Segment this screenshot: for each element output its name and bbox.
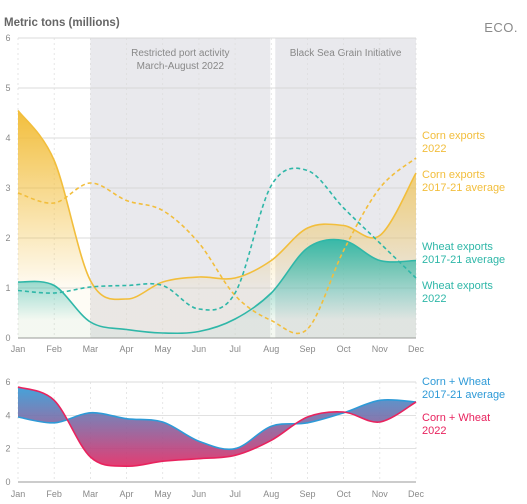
main-lines	[17, 110, 417, 335]
sub-x-tick-jan: Jan	[11, 489, 26, 499]
main-x-tick-aug: Aug	[263, 344, 279, 354]
sub-x-tick-jun: Jun	[192, 489, 207, 499]
sub-x-tick-nov: Nov	[372, 489, 389, 499]
sub-x-tick-apr: Apr	[120, 489, 134, 499]
sub-x-tick-mar: Mar	[83, 489, 99, 499]
main-y-tick-3: 3	[5, 183, 10, 193]
shaded-period-label-black-sea-grain-initiative: Black Sea Grain Initiative	[290, 48, 402, 59]
sub-lines	[17, 386, 417, 468]
sub-y-tick-4: 4	[5, 410, 10, 420]
main-x-axis: Jan Feb Mar Apr May Jun Jul Aug Sep Oct Nov Dec	[11, 344, 425, 354]
legend-corn-exports-2022-line-1: 2022	[422, 143, 446, 155]
main-x-tick-apr: Apr	[120, 344, 134, 354]
main-y-tick-2: 2	[5, 233, 10, 243]
sub-x-axis: Jan Feb Mar Apr May Jun Jul Aug Sep Oct Nov Dec	[11, 489, 425, 499]
line-wheat-exports-2022	[17, 238, 417, 335]
sub-y-tick-6: 6	[5, 377, 10, 387]
line-corn-exports-2017-21-average	[17, 157, 417, 335]
sub-y-tick-0: 0	[5, 477, 10, 487]
main-x-tick-oct: Oct	[337, 344, 352, 354]
sub-x-tick-sep: Sep	[299, 489, 315, 499]
line-wheat-exports-2017-21-average	[17, 167, 417, 311]
main-y-axis: 0 1 2 3 4 5 6	[5, 33, 10, 343]
legend-corn-exports-2022-line-0: Corn exports	[422, 130, 485, 142]
sub-x-tick-aug: Aug	[263, 489, 279, 499]
sub-areas	[18, 387, 416, 467]
line-corn-exports-2022	[17, 110, 417, 301]
legend-corn-wheat-2017-21-average-line-1: 2017-21 average	[422, 389, 505, 401]
shaded-period-sublabel-restricted-port-activity: March-August 2022	[137, 61, 225, 72]
main-x-tick-may: May	[154, 344, 172, 354]
main-y-tick-6: 6	[5, 33, 10, 43]
legend-wheat-exports-2017-21-average-line-1: 2017-21 average	[422, 254, 505, 266]
main-x-tick-mar: Mar	[83, 344, 99, 354]
main-y-tick-4: 4	[5, 133, 10, 143]
sub-x-tick-jul: Jul	[229, 489, 241, 499]
sub-x-tick-may: May	[154, 489, 172, 499]
chart-title: Metric tons (millions)	[4, 17, 120, 29]
area-between-corn-wheat	[18, 387, 416, 467]
main-x-tick-nov: Nov	[372, 344, 389, 354]
sub-x-tick-feb: Feb	[46, 489, 62, 499]
shaded-period-label-restricted-port-activity: Restricted port activity	[131, 48, 229, 59]
legend-corn-exports-2017-21-average-line-1: 2017-21 average	[422, 182, 505, 194]
main-y-tick-1: 1	[5, 283, 10, 293]
legend-wheat-exports-2022-line-1: 2022	[422, 293, 446, 305]
sub-y-tick-2: 2	[5, 444, 10, 454]
legend-corn-wheat-2017-21-average-line-0: Corn + Wheat	[422, 376, 490, 388]
main-y-tick-0: 0	[5, 333, 10, 343]
main-x-tick-dec: Dec	[408, 344, 425, 354]
main-x-tick-jun: Jun	[192, 344, 207, 354]
main-x-tick-sep: Sep	[299, 344, 315, 354]
sub-x-tick-dec: Dec	[408, 489, 425, 499]
sub-y-axis: 0 2 4 6	[5, 377, 10, 487]
line-corn-wheat-2022	[17, 386, 417, 468]
main-x-tick-jul: Jul	[229, 344, 241, 354]
main-y-tick-5: 5	[5, 83, 10, 93]
main-x-tick-feb: Feb	[46, 344, 62, 354]
legend-corn-wheat-2022-line-0: Corn + Wheat	[422, 412, 490, 424]
legend-wheat-exports-2017-21-average-line-0: Wheat exports	[422, 241, 493, 253]
brand-logo: ECO.	[484, 20, 518, 35]
sub-x-tick-oct: Oct	[337, 489, 352, 499]
legend-corn-exports-2017-21-average-line-0: Corn exports	[422, 169, 485, 181]
legend-corn-wheat-2022-line-1: 2022	[422, 425, 446, 437]
legend-wheat-exports-2022-line-0: Wheat exports	[422, 280, 493, 292]
main-x-tick-jan: Jan	[11, 344, 26, 354]
